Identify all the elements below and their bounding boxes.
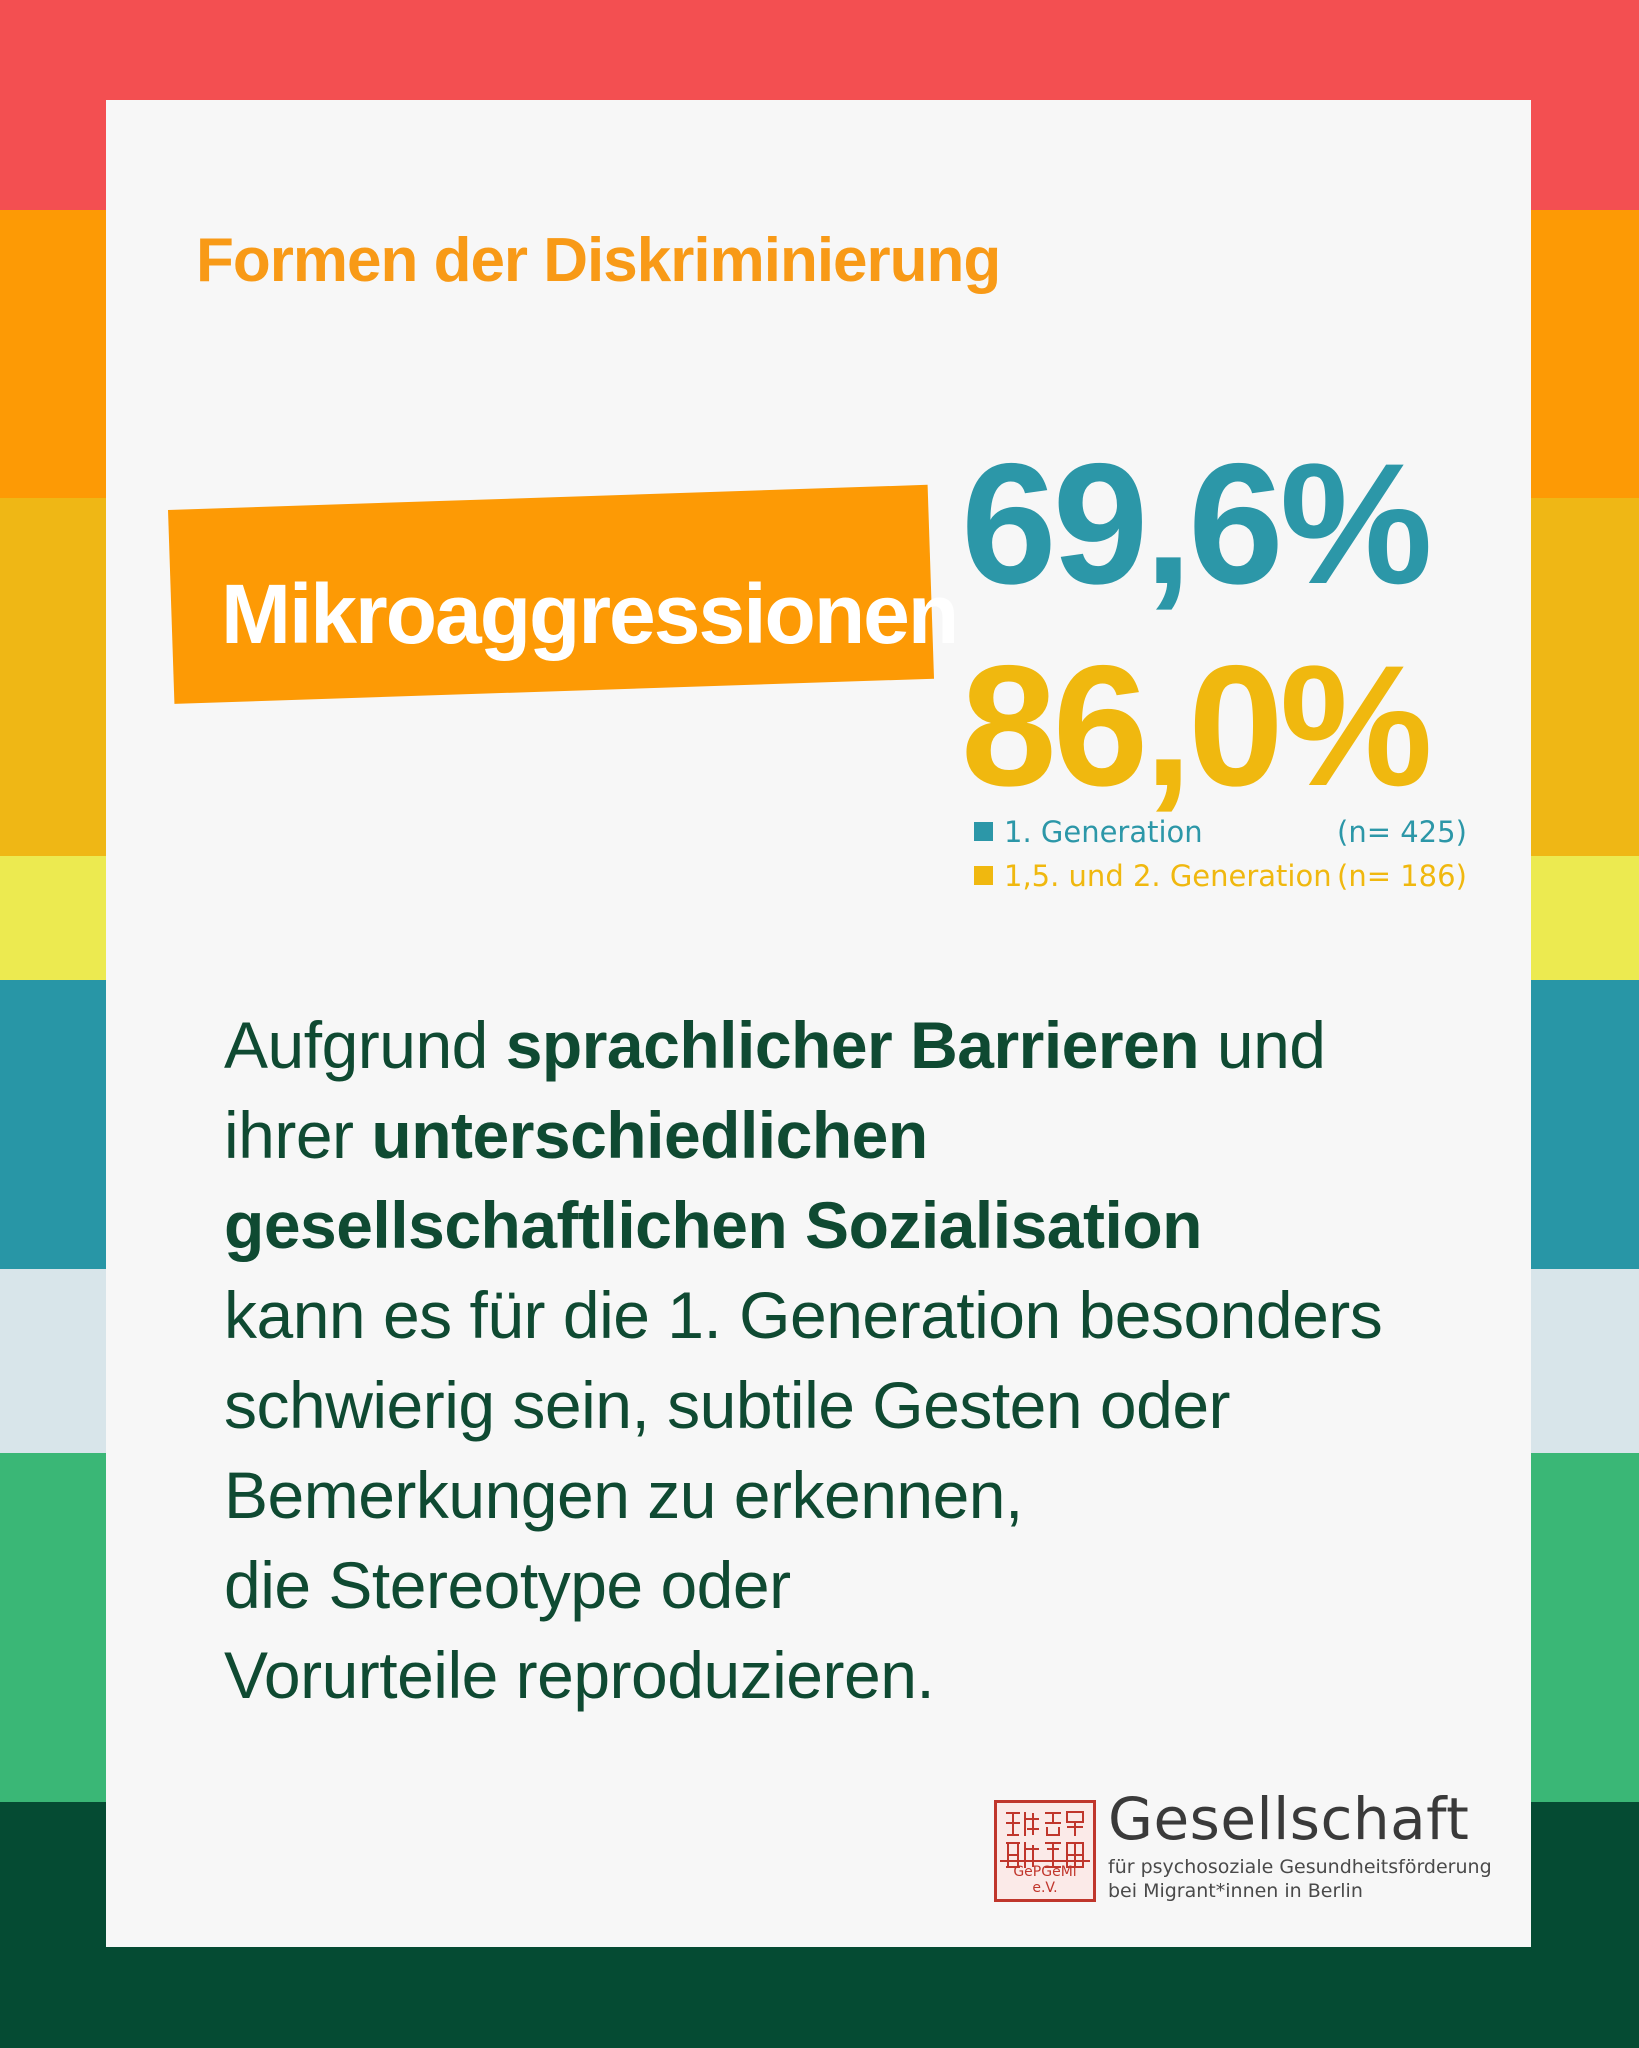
logo-subtitle: bei Migrant*innen in Berlin [1108,1880,1363,1902]
seal-text: GePGeMi e.V. [1000,1860,1090,1896]
legend-swatch-yellow [974,866,993,885]
body-emphasis: gesellschaftlichen Sozialisation [224,1188,1202,1262]
body-paragraph: Aufgrund sprachlicher Barrieren und ihre… [224,1000,1464,1720]
organization-logo: GePGeMi e.V. Gesellschaft für psychosozi… [994,1785,1494,1908]
body-line: Vorurteile reproduzieren. [224,1638,935,1712]
legend-item-second-generation: 1,5. und 2. Generation (n= 186) [974,856,1467,896]
body-text-span: Aufgrund [224,1008,506,1082]
legend-label: 1,5. und 2. Generation [1004,859,1332,893]
body-line: kann es für die 1. Generation besonders [224,1278,1383,1352]
banner-label: Mikroaggressionen [221,567,959,661]
content-card: Formen der Diskriminierung Mikroaggressi… [106,100,1531,1947]
body-line: gesellschaftlichen Sozialisation [224,1180,1464,1270]
body-line: Aufgrund sprachlicher Barrieren und [224,1000,1464,1090]
body-text-span: ihrer [224,1098,372,1172]
legend-label: 1. Generation [1004,815,1203,849]
body-line: Bemerkungen zu erkennen, [224,1458,1023,1532]
body-line: die Stereotype oder [224,1548,791,1622]
legend-swatch-teal [974,822,993,841]
heading: Formen der Diskriminierung [196,226,1001,295]
seal-glyphs-icon [1006,1811,1084,1868]
legend-sample-size: (n= 425) [1337,815,1467,849]
stat-value-first-generation: 69,6% [961,428,1433,620]
legend-sample-size: (n= 186) [1337,859,1467,893]
body-text-span: und [1199,1008,1326,1082]
logo-subtitle: für psychosoziale Gesundheitsförderung [1108,1856,1492,1878]
body-line: schwierig sein, subtile Gesten oder [224,1368,1231,1442]
seal-stamp-icon: GePGeMi e.V. [994,1800,1096,1902]
logo-title: Gesellschaft [1108,1785,1470,1853]
stat-value-second-generation: 86,0% [961,630,1433,822]
body-line: ihrer unterschiedlichen [224,1090,1464,1180]
body-emphasis: unterschiedlichen [371,1098,928,1172]
legend-item-first-generation: 1. Generation (n= 425) [974,812,1467,852]
body-emphasis: sprachlicher Barrieren [505,1008,1200,1082]
